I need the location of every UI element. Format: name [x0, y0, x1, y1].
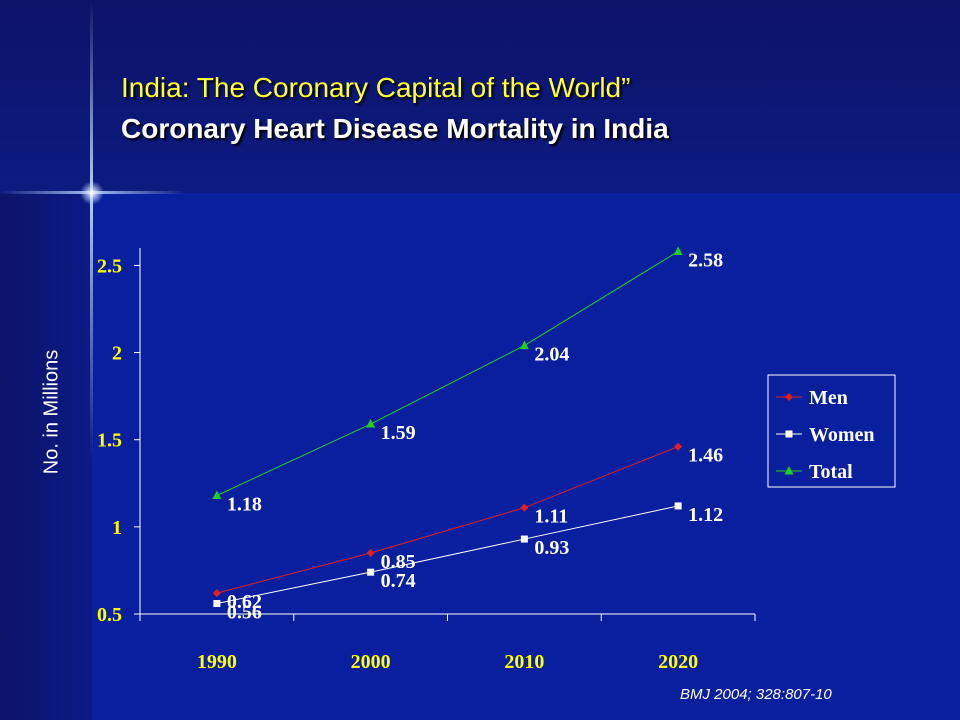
- point-men: [366, 549, 375, 557]
- series-markers: [212, 246, 683, 608]
- data-label-total: 2.04: [534, 344, 569, 366]
- light-flare-core: [80, 181, 104, 205]
- x-tick-label: 2000: [351, 651, 391, 673]
- point-women: [367, 568, 375, 576]
- series-line-women: [216, 505, 679, 605]
- data-label-men: 0.85: [381, 551, 416, 573]
- data-label-men: 0.62: [227, 591, 262, 613]
- data-label-women: 0.56: [227, 602, 262, 624]
- data-label-total: 1.18: [227, 493, 262, 515]
- light-flare-vertical: [90, 0, 93, 460]
- x-tick-label: 2020: [658, 651, 698, 673]
- point-total: [519, 340, 529, 350]
- legend-box: [767, 374, 896, 488]
- data-labels: 0.62 0.85 1.11 1.46 0.56 0.74 0.93 1.12 1.18 1.59…: [227, 249, 723, 623]
- legend-entry-women: Women: [809, 424, 875, 446]
- x-tick-label: 1990: [197, 651, 237, 673]
- y-tick-label: 0.5: [97, 604, 122, 626]
- legend-marker-men: [785, 393, 793, 401]
- legend-marker-total: [784, 466, 794, 475]
- point-total: [673, 246, 683, 255]
- point-men: [212, 589, 221, 598]
- data-label-total: 1.59: [381, 422, 416, 444]
- point-men: [674, 442, 683, 451]
- point-total: [366, 419, 376, 428]
- title-band: [0, 0, 960, 193]
- legend-marker-women: [785, 430, 793, 438]
- y-tick-label: 2.5: [97, 255, 122, 277]
- point-women: [520, 535, 528, 543]
- data-label-women: 1.12: [688, 504, 723, 526]
- point-women: [213, 600, 221, 608]
- series-lines: [216, 251, 679, 605]
- data-label-total: 2.58: [688, 249, 723, 271]
- point-total: [212, 490, 222, 499]
- data-label-men: 1.11: [534, 506, 568, 528]
- data-label-women: 0.74: [381, 570, 416, 592]
- y-tick-label: 2: [112, 343, 122, 365]
- left-band: [0, 193, 92, 720]
- point-women: [674, 502, 682, 510]
- y-tick-label: 1: [112, 517, 122, 539]
- legend-entry-total: Total: [809, 461, 853, 483]
- series-line-men: [216, 446, 679, 594]
- data-label-men: 1.46: [688, 445, 723, 467]
- y-tick-label: 1.5: [97, 430, 122, 452]
- data-label-women: 0.93: [534, 537, 569, 559]
- point-men: [520, 503, 529, 512]
- series-line-total: [216, 251, 679, 496]
- x-tick-label: 2010: [504, 651, 544, 673]
- slide-subtitle: Coronary Heart Disease Mortality in Indi…: [121, 113, 669, 144]
- legend-entry-men: Men: [809, 387, 848, 409]
- slide-title: India: The Coronary Capital of the World…: [121, 72, 631, 103]
- axes: 0.5 1 1.5 2 2.5 1990 2000 2010 2020: [97, 248, 756, 673]
- citation: BMJ 2004; 328:807-10: [680, 686, 832, 703]
- legend: Men Women Total: [767, 374, 896, 488]
